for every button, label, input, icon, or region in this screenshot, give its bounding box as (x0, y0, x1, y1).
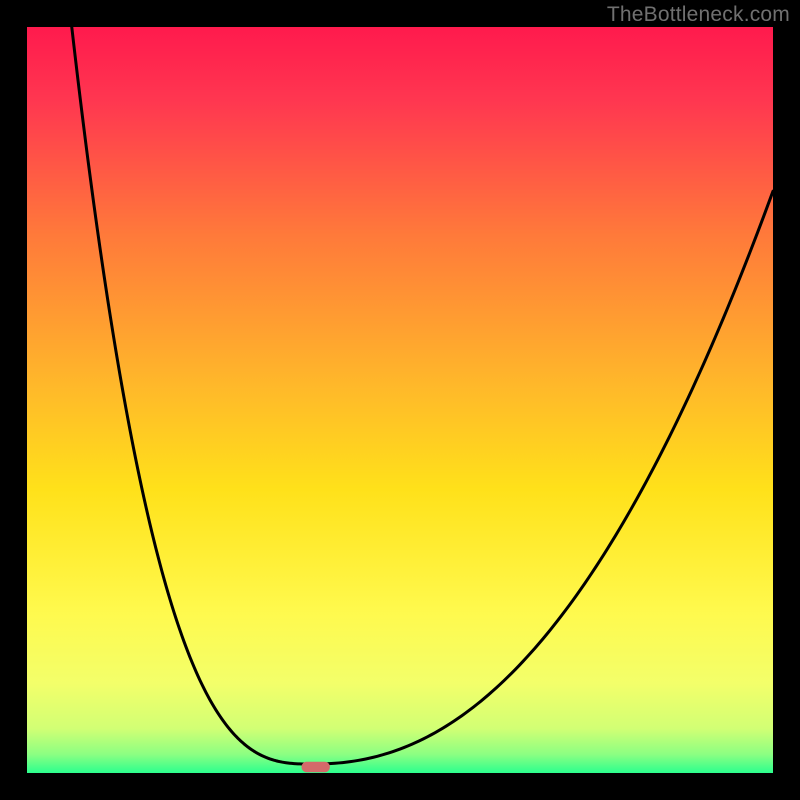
chart-svg (0, 0, 800, 800)
cusp-marker (302, 762, 330, 772)
chart-frame (0, 0, 800, 800)
chart-background (27, 27, 773, 773)
watermark-text: TheBottleneck.com (607, 3, 790, 27)
